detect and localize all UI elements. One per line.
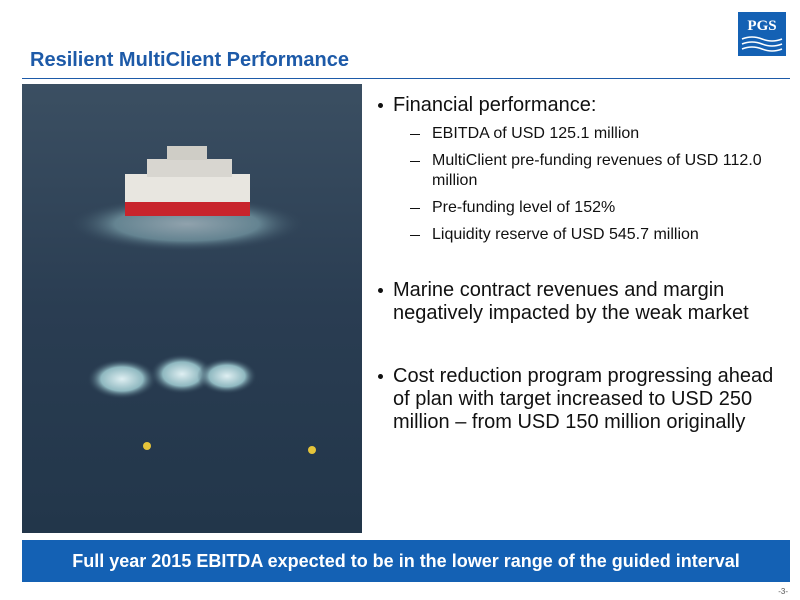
ship-deck — [147, 159, 232, 177]
airgun-foam — [197, 358, 257, 394]
sub-dash — [410, 161, 420, 162]
logo-text: PGS — [747, 18, 776, 34]
sub-text: Pre-funding level of 152% — [432, 199, 616, 216]
bullet-dot — [378, 103, 383, 108]
summary-banner: Full year 2015 EBITDA expected to be in … — [22, 540, 790, 582]
bullet: Marine contract revenues and margin nega… — [373, 279, 778, 325]
sub-bullet: MultiClient pre-funding revenues of USD … — [373, 151, 778, 191]
ship-stern — [125, 202, 250, 216]
slide-title: Resilient MultiClient Performance — [30, 49, 349, 71]
airgun-foam — [150, 354, 214, 394]
bullet: Cost reduction program progressing ahead… — [373, 365, 778, 434]
bullet-dot — [378, 288, 383, 293]
sub-dash — [410, 235, 420, 236]
title-rule — [22, 78, 790, 79]
page-number: -3- — [778, 587, 788, 596]
sub-dash — [410, 134, 420, 135]
airgun-foam — [87, 359, 157, 399]
logo-waves — [741, 36, 783, 52]
bullet-dot — [378, 374, 383, 379]
buoy — [308, 446, 316, 454]
logo: PGS — [738, 12, 786, 56]
ship-bridge — [167, 146, 207, 160]
bullet: Financial performance: — [373, 94, 778, 117]
bullet-text: Financial performance: — [393, 94, 597, 116]
sub-text: Liquidity reserve of USD 545.7 million — [432, 226, 699, 243]
sub-text: EBITDA of USD 125.1 million — [432, 125, 640, 142]
bullet-column: Financial performance: EBITDA of USD 125… — [373, 94, 778, 434]
sub-text: MultiClient pre-funding revenues of USD … — [432, 152, 762, 189]
sub-bullet: Pre-funding level of 152% — [373, 198, 778, 218]
vessel-photo — [22, 84, 362, 533]
buoy — [143, 442, 151, 450]
sub-dash — [410, 208, 420, 209]
bullet-text: Marine contract revenues and margin nega… — [393, 279, 749, 324]
sub-bullet: EBITDA of USD 125.1 million — [373, 124, 778, 144]
sub-bullet: Liquidity reserve of USD 545.7 million — [373, 225, 778, 245]
bullet-text: Cost reduction program progressing ahead… — [393, 365, 774, 433]
